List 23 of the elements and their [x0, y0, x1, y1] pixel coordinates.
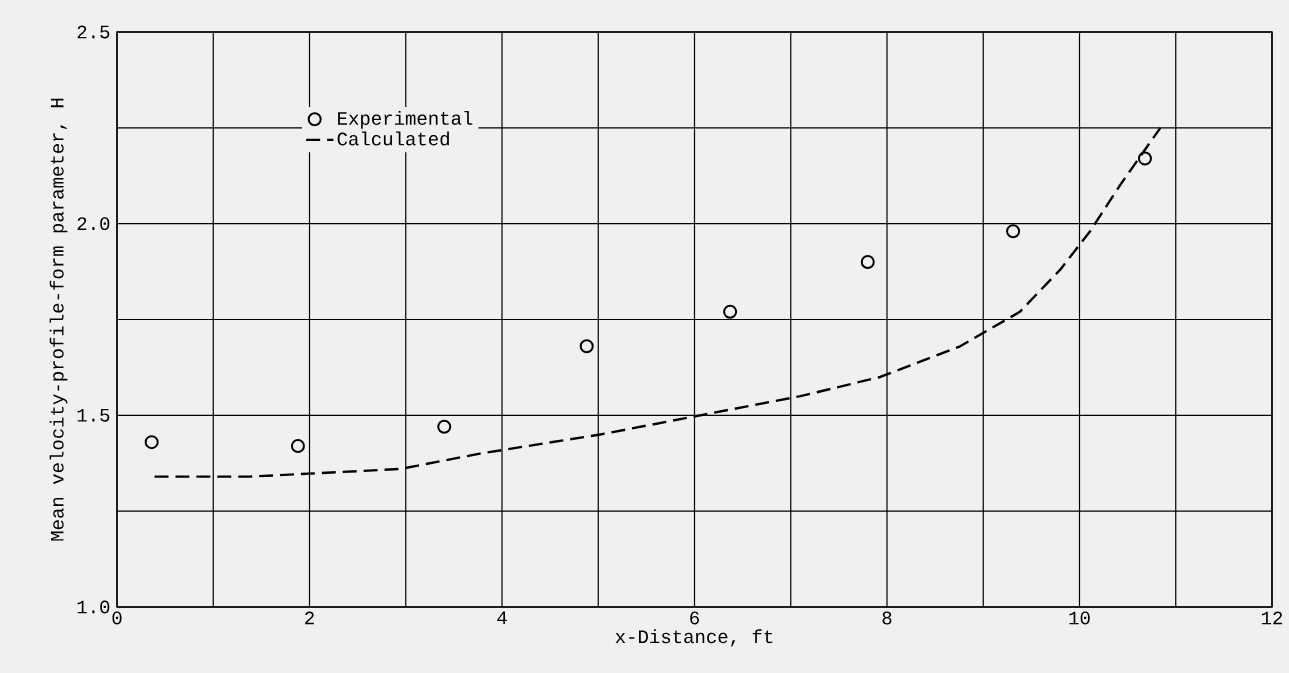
x-axis-title: x-Distance, ft [615, 629, 773, 647]
point [290, 438, 305, 453]
point [437, 419, 452, 434]
y-axis-title: Mean velocity-profile-form parameter, H [49, 98, 68, 541]
x-tick-label: 10 [1069, 611, 1090, 625]
point [723, 304, 738, 319]
y-tick-label: 2.0 [77, 217, 110, 231]
y-tick-label: 1.0 [77, 600, 110, 614]
x-tick-label: 2 [305, 611, 314, 625]
point [1006, 224, 1021, 239]
x-tick-label: 6 [690, 611, 699, 625]
x-tick-label: 4 [497, 611, 507, 625]
y-tick-label: 1.5 [77, 408, 110, 422]
point [1137, 151, 1152, 166]
point [144, 435, 159, 450]
x-tick-label: 12 [1261, 611, 1283, 625]
legend-label: Calculated [337, 131, 449, 146]
y-tick-label: 2.5 [77, 25, 110, 39]
point [579, 339, 594, 354]
legend-label: Experimental [338, 110, 473, 129]
x-tick-label: 0 [112, 611, 122, 625]
x-tick-label: 8 [882, 611, 892, 625]
point [860, 254, 875, 269]
